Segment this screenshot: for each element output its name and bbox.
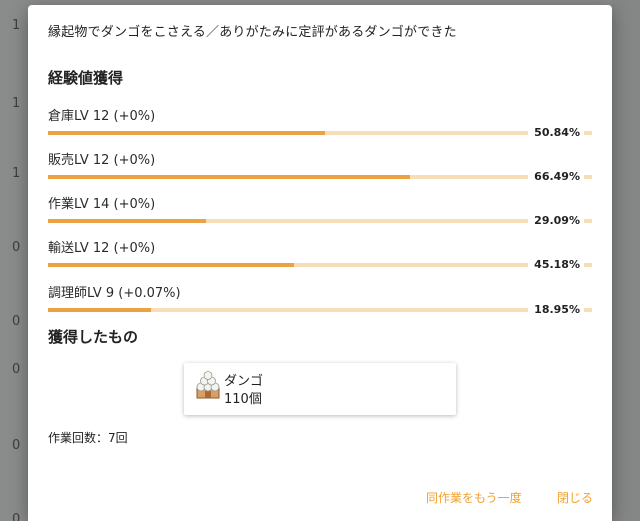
- exp-row-warehouse: 倉庫LV 12 (+0%) 50.84%: [48, 105, 592, 149]
- exp-progress-track: [48, 219, 592, 223]
- background-row-text: 0: [12, 362, 21, 377]
- exp-row-work: 作業LV 14 (+0%) 29.09%: [48, 193, 592, 237]
- exp-label: 輸送LV 12 (+0%): [48, 241, 156, 256]
- result-dialog: 縁起物でダンゴをこさえる／ありがたみに定評があるダンゴができた 経験値獲得 倉庫…: [28, 5, 612, 521]
- exp-label: 作業LV 14 (+0%): [48, 197, 156, 212]
- dialog-title: 縁起物でダンゴをこさえる／ありがたみに定評があるダンゴができた: [48, 25, 457, 40]
- exp-progress-track: [48, 175, 592, 179]
- background-row-text: 1: [12, 166, 21, 181]
- exp-progress-fill: [48, 175, 410, 179]
- obtained-item-card[interactable]: ダンゴ 110個: [184, 363, 456, 415]
- background-row-text: 0: [12, 438, 21, 453]
- exp-percent: 50.84%: [528, 125, 584, 141]
- exp-section-title: 経験値獲得: [48, 69, 124, 87]
- exp-progress-fill: [48, 219, 207, 223]
- item-quantity: 110個: [224, 392, 262, 407]
- background-row-text: 0: [12, 240, 21, 255]
- repeat-work-button[interactable]: 同作業をもう一度: [426, 491, 522, 505]
- exp-percent: 29.09%: [528, 213, 584, 229]
- exp-label: 販売LV 12 (+0%): [48, 153, 156, 168]
- work-count: 作業回数：7回: [48, 431, 128, 445]
- background-row-text: 0: [12, 314, 21, 329]
- exp-row-transport: 輸送LV 12 (+0%) 45.18%: [48, 237, 592, 281]
- item-name: ダンゴ: [224, 374, 264, 389]
- background-row-text: 1: [12, 18, 21, 33]
- exp-label: 調理師LV 9 (+0.07%): [48, 286, 181, 301]
- exp-progress-track: [48, 263, 592, 267]
- dango-icon: [196, 371, 220, 399]
- exp-percent: 18.95%: [528, 302, 584, 318]
- exp-row-cook: 調理師LV 9 (+0.07%) 18.95%: [48, 282, 592, 326]
- background-right-panel: [612, 0, 640, 521]
- exp-percent: 66.49%: [528, 169, 584, 185]
- exp-progress-fill: [48, 308, 152, 312]
- exp-progress-fill: [48, 263, 294, 267]
- exp-percent: 45.18%: [528, 257, 584, 273]
- close-button[interactable]: 閉じる: [557, 491, 594, 505]
- obtained-section-title: 獲得したもの: [48, 328, 139, 346]
- background-row-text: 0: [12, 512, 21, 521]
- exp-row-sales: 販売LV 12 (+0%) 66.49%: [48, 149, 592, 193]
- exp-progress-fill: [48, 131, 325, 135]
- exp-progress-track: [48, 308, 592, 312]
- exp-label: 倉庫LV 12 (+0%): [48, 109, 156, 124]
- background-row-text: 1: [12, 96, 21, 111]
- exp-progress-track: [48, 131, 592, 135]
